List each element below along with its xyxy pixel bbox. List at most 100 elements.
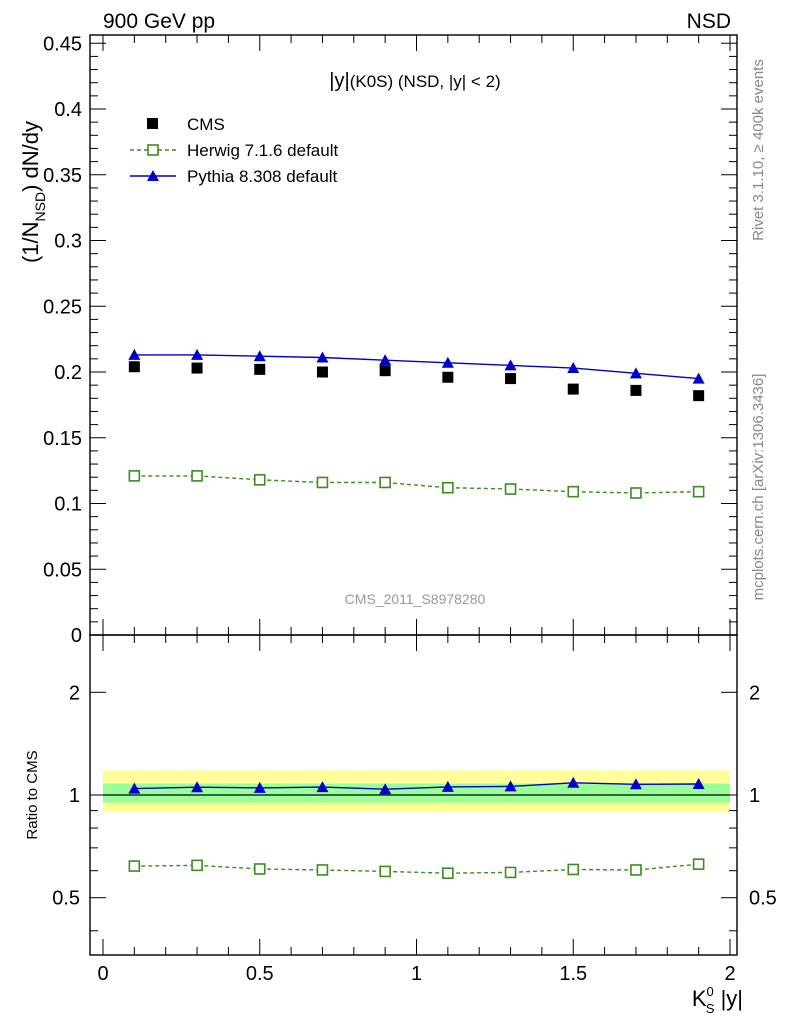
- main-point-herwig-5: [442, 481, 454, 494]
- main-point-herwig-3: [316, 476, 329, 489]
- ratio-series-line-pythia: [134, 782, 699, 790]
- ratio-point-herwig-1: [191, 859, 203, 872]
- x-tick-label-4: 2: [724, 963, 735, 985]
- legend-marker-pythia: [147, 170, 159, 181]
- ratio-point-pythia-7: [567, 776, 580, 788]
- main-y-tick-label-2: 0.1: [54, 494, 82, 516]
- main-point-cms-7: [567, 383, 579, 395]
- legend-marker-cms: [147, 118, 158, 129]
- main-series-line-herwig: [134, 475, 699, 494]
- legend-marker-herwig: [147, 144, 159, 156]
- legend-label-herwig: Herwig 7.1.6 default: [187, 141, 338, 160]
- ratio-y-tick-label-left-0: 0.5: [52, 888, 80, 910]
- x-tick-label-3: 1.5: [559, 963, 587, 985]
- main-point-herwig-2: [253, 474, 266, 486]
- ratio-point-herwig-6: [504, 866, 517, 879]
- ratio-point-pythia-5: [441, 780, 454, 792]
- x-tick-label-1: 0.5: [246, 963, 274, 985]
- ratio-y-tick-label-right-1: 1: [749, 785, 760, 807]
- main-point-pythia-6: [504, 359, 517, 371]
- main-y-tick-label-9: 0.45: [43, 33, 82, 55]
- x-tick-label-2: 1: [411, 963, 422, 985]
- main-point-herwig-0: [128, 470, 141, 482]
- legend-entry-cms: CMS: [147, 115, 225, 134]
- main-point-cms-8: [630, 384, 642, 396]
- main-point-cms-2: [254, 363, 266, 375]
- main-point-cms-5: [442, 371, 454, 383]
- legend-entry-pythia: Pythia 8.308 default: [130, 167, 338, 186]
- x-tick-label-0: 0: [97, 963, 108, 985]
- main-point-cms-3: [316, 366, 328, 378]
- main-point-cms-1: [191, 362, 203, 374]
- main-point-herwig-8: [630, 487, 642, 499]
- main-point-herwig-4: [379, 476, 391, 489]
- x-axis-label-superscript: 0: [707, 984, 714, 999]
- main-y-tick-label-1: 0.05: [43, 559, 82, 581]
- ratio-point-pythia-9: [692, 778, 705, 790]
- ratio-point-herwig-4: [379, 865, 391, 878]
- main-y-tick-label-0: 0: [71, 625, 82, 647]
- ratio-point-pythia-1: [191, 781, 204, 793]
- main-point-pythia-0: [128, 348, 141, 360]
- ratio-point-herwig-0: [128, 860, 141, 872]
- main-y-tick-label-3: 0.15: [43, 428, 82, 450]
- main-plot-area: [128, 348, 705, 499]
- main-point-cms-9: [693, 390, 705, 402]
- main-y-axis-label-suffix: ) dN/dy: [18, 121, 43, 192]
- ratio-y-tick-label-right-2: 2: [749, 682, 760, 704]
- main-y-tick-label-4: 0.2: [54, 362, 82, 384]
- ratio-point-herwig-9: [692, 858, 705, 870]
- ratio-y-tick-label-left-2: 2: [69, 682, 80, 704]
- main-point-pythia-7: [567, 362, 580, 374]
- main-point-pythia-4: [379, 354, 392, 366]
- ratio-point-pythia-8: [629, 778, 642, 790]
- main-point-pythia-2: [253, 350, 266, 362]
- main-plot-title-selection: (NSD, |y| < 2): [393, 72, 501, 91]
- main-point-herwig-7: [567, 485, 580, 498]
- header-left: 900 GeV pp: [103, 10, 215, 33]
- main-point-herwig-1: [191, 470, 203, 482]
- main-series-line-pythia: [134, 354, 699, 380]
- main-panel: 0 0.05 0.1 0.15 0.2 0.25 0.3 0.35 0.4 0.45 (1/NNS…: [18, 33, 737, 647]
- x-axis-label-suffix: |y|: [714, 986, 743, 1011]
- main-point-cms-6: [505, 373, 517, 385]
- ratio-panel: 0.5 0.51 12 2 0 0.5 1 1.5 2 Ratio to CMS K0 S |y…: [24, 635, 777, 1016]
- ratio-point-pythia-3: [316, 781, 329, 793]
- main-y-tick-labels: 0 0.05 0.1 0.15 0.2 0.25 0.3 0.35 0.4 0.45: [43, 33, 82, 647]
- ratio-point-herwig-3: [316, 864, 329, 876]
- ratio-y-tick-label-left-1: 1: [69, 785, 80, 807]
- ratio-point-pythia-0: [128, 782, 141, 794]
- main-plot-title-quantity: |y|: [329, 70, 349, 92]
- legend-label-pythia: Pythia 8.308 default: [187, 167, 338, 186]
- x-axis-label-particle: K: [692, 986, 707, 1011]
- x-axis-label-subscript: S: [706, 1001, 715, 1016]
- legend: CMS Herwig 7.1.6 default Pythia 8.308 de…: [130, 115, 338, 186]
- main-y-axis-label-prefix: (1/N: [18, 221, 43, 263]
- x-axis-label: K0 S |y|: [692, 984, 743, 1016]
- ratio-point-herwig-5: [442, 867, 454, 879]
- main-point-cms-0: [128, 361, 140, 373]
- main-plot-title-particle: (K0S): [350, 72, 393, 91]
- ratio-y-tick-label-right-0: 0.5: [749, 888, 777, 910]
- main-point-herwig-9: [692, 485, 705, 498]
- ratio-point-herwig-8: [630, 864, 642, 876]
- main-y-tick-label-8: 0.4: [54, 99, 82, 121]
- ratio-series-line-herwig: [134, 863, 699, 874]
- ratio-point-herwig-2: [253, 863, 266, 875]
- ratio-y-tick-labels: 0.5 0.5 1 1 2 2: [52, 682, 777, 909]
- ratio-point-pythia-4: [379, 783, 392, 795]
- main-y-axis-label: (1/NNSD) dN/dy: [18, 121, 48, 263]
- main-plot-title: |y|(K0S) (NSD, |y| < 2): [329, 70, 500, 92]
- x-tick-labels: 0 0.5 1 1.5 2: [97, 963, 735, 985]
- ratio-frame: [89, 634, 738, 956]
- analysis-watermark: CMS_2011_S8978280: [345, 591, 486, 607]
- ratio-point-herwig-7: [567, 863, 580, 876]
- header-right: NSD: [687, 10, 731, 33]
- main-axis-ticks: [90, 35, 737, 636]
- ratio-y-axis-label: Ratio to CMS: [24, 750, 41, 839]
- main-point-pythia-9: [692, 372, 705, 384]
- ratio-axis-ticks: [90, 635, 737, 955]
- main-point-pythia-3: [316, 351, 329, 363]
- main-point-herwig-6: [504, 483, 517, 495]
- rivet-version-label: Rivet 3.1.10, ≥ 400k events: [750, 59, 767, 241]
